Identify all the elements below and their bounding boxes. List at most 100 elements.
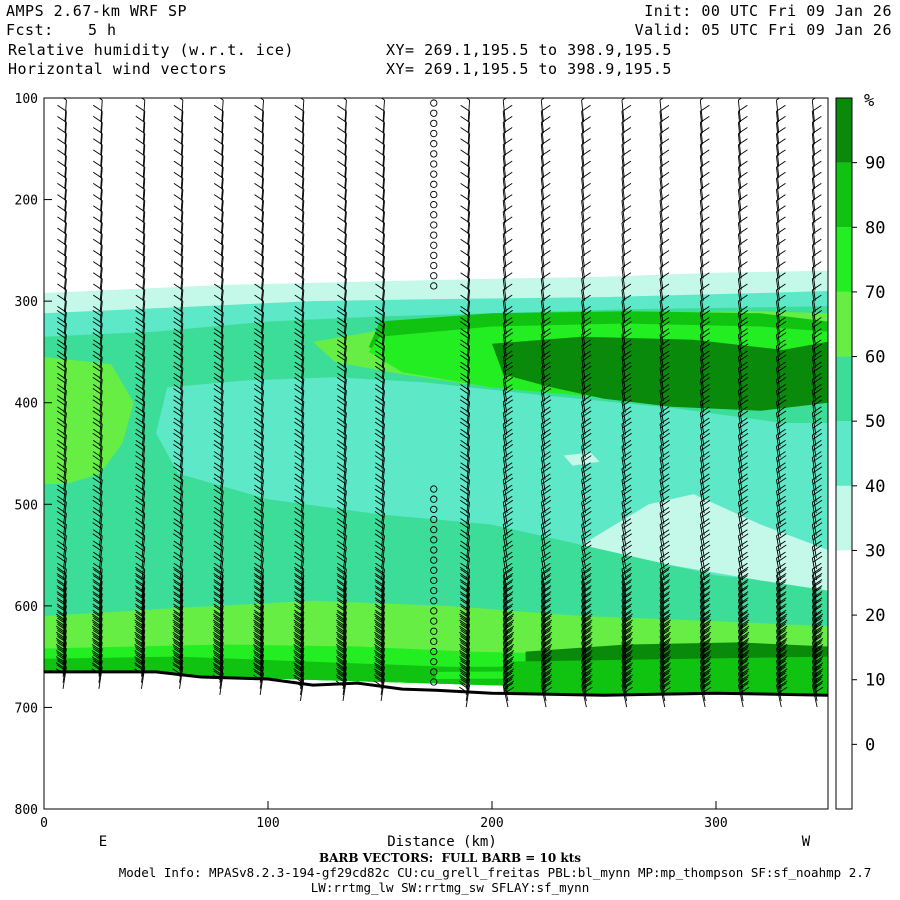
- wind-barb: [811, 451, 823, 480]
- wind-barb: [253, 395, 264, 424]
- rh-region-15: [492, 336, 828, 411]
- wind-barb: [699, 294, 710, 324]
- wind-barb: [540, 361, 552, 391]
- wind-barb: [737, 171, 748, 201]
- wind-barb: [134, 654, 146, 683]
- wind-barb: [581, 339, 592, 368]
- wind-barb: [811, 272, 822, 301]
- wind-barb: [253, 484, 264, 514]
- wind-barb: [811, 495, 823, 525]
- wind-barb: [581, 149, 591, 178]
- wind-barb: [294, 462, 305, 491]
- wind-barb: [173, 540, 184, 570]
- wind-barb: [699, 473, 711, 502]
- wind-barb: [56, 440, 67, 469]
- wind-barb: [699, 361, 711, 391]
- wind-barb: [776, 384, 787, 413]
- wind-barb: [581, 406, 592, 435]
- wind-barb: [459, 507, 471, 536]
- wind-barb: [173, 328, 184, 357]
- wind-barb: [699, 384, 711, 413]
- wind-barb: [737, 205, 748, 234]
- x-axis-label: Distance (km): [387, 834, 497, 850]
- wind-barb: [502, 384, 514, 413]
- wind-barb: [737, 551, 749, 581]
- wind-barb: [374, 540, 385, 570]
- wind-barb: [502, 540, 514, 570]
- wind-barb: [294, 529, 305, 558]
- wind-barb: [540, 261, 551, 290]
- wind-barb: [776, 428, 787, 458]
- x-end-label-right: W: [802, 834, 811, 850]
- wind-barb: [294, 395, 305, 424]
- wind-barb: [581, 529, 592, 558]
- wind-barb: [213, 328, 224, 357]
- y-tick-label: 700: [15, 701, 38, 716]
- wind-barb: [213, 540, 224, 570]
- wind-barb: [135, 507, 146, 536]
- wind-barb: [659, 283, 670, 313]
- wind-barb: [737, 462, 749, 491]
- wind-barb: [459, 473, 471, 502]
- calm-wind-circle: [430, 180, 438, 188]
- wind-barb: [737, 272, 748, 301]
- wind-barb: [540, 406, 552, 435]
- wind-barb: [581, 473, 592, 502]
- wind-barb: [540, 116, 551, 145]
- wind-barb: [621, 328, 632, 357]
- wind-barb: [294, 384, 305, 413]
- wind-barb: [581, 451, 592, 480]
- plot-frame: [43, 97, 829, 810]
- colorbar-band-5: [836, 227, 852, 292]
- wind-barb: [92, 529, 103, 558]
- y-tick-label: 500: [15, 498, 38, 513]
- calm-wind-circle: [430, 241, 438, 249]
- wind-barb: [502, 361, 514, 391]
- wind-barb: [737, 361, 749, 391]
- wind-barb: [776, 462, 787, 491]
- wind-barb: [540, 384, 552, 413]
- wind-barb: [294, 361, 305, 391]
- wind-barb: [502, 428, 514, 458]
- wind-barb: [811, 194, 822, 223]
- wind-barb: [737, 440, 749, 469]
- wind-barb: [659, 238, 670, 268]
- wind-barb: [540, 127, 551, 156]
- wind-barb: [581, 678, 593, 708]
- wind-barb: [502, 160, 513, 190]
- wind-barb: [173, 406, 184, 435]
- wind-barb: [540, 205, 551, 234]
- wind-barb: [502, 417, 514, 447]
- wind-barb: [336, 372, 347, 402]
- wind-barb: [540, 551, 552, 581]
- wind-barb: [294, 317, 305, 346]
- wind-barb: [92, 518, 103, 547]
- calm-wind-circle: [430, 109, 438, 117]
- wind-barb: [776, 149, 786, 178]
- wind-barb: [776, 372, 787, 402]
- wind-barb: [581, 171, 591, 201]
- wind-barb: [659, 127, 670, 156]
- wind-barb: [540, 518, 552, 547]
- wind-barb: [621, 272, 632, 301]
- field-name-rh: Relative humidity (w.r.t. ice): [8, 41, 294, 59]
- wind-barb: [173, 428, 184, 458]
- wind-barb: [91, 660, 103, 689]
- wind-barb: [135, 473, 146, 502]
- wind-barb: [459, 484, 471, 514]
- wind-barb: [659, 361, 670, 391]
- wind-barb: [502, 305, 514, 335]
- colorbar-band-7: [836, 98, 852, 163]
- wind-barb: [737, 417, 749, 447]
- model-title: AMPS 2.67-km WRF SP: [6, 2, 188, 20]
- wind-barb: [135, 361, 146, 391]
- wind-barb: [294, 451, 305, 480]
- wind-barb: [659, 484, 670, 514]
- wind-barb: [56, 529, 67, 558]
- wind-barb: [459, 384, 471, 413]
- below-ground-mask: [44, 671, 828, 809]
- wind-barb: [294, 440, 305, 469]
- wind-barb: [336, 395, 347, 424]
- wind-barb: [502, 238, 513, 268]
- wind-barb: [811, 339, 823, 368]
